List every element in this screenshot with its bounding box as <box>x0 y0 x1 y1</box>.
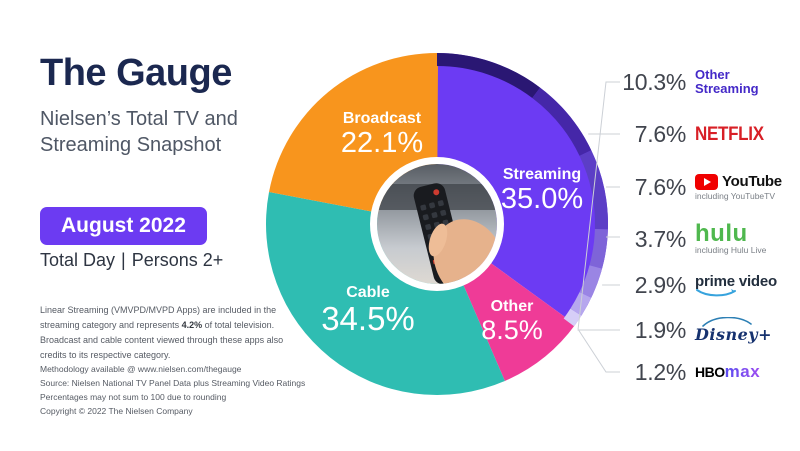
breakdown-row-other-streaming: 10.3% Other Streaming <box>612 65 771 99</box>
breakdown-row-youtube: 7.6% YouTube including YouTubeTV <box>612 170 782 204</box>
disney-plus-logo: Disney+ <box>695 324 772 344</box>
footer-rounding: Percentages may not sum to 100 due to ro… <box>40 392 227 402</box>
breakdown-row-hulu: 3.7% Hulu including Hulu Live <box>612 219 767 256</box>
note-text-post: of total television. Broadcast and cable… <box>40 320 284 360</box>
breakdown-row-prime-video: 2.9% Prime Video <box>612 268 777 302</box>
breakdown-row-disney-plus: 1.9% Disney+ <box>612 313 772 347</box>
netflix-logo: Netflix <box>695 122 764 145</box>
footer-methodology: Methodology available @ www.nielsen.com/… <box>40 364 242 374</box>
youtube-subnote: including YouTubeTV <box>695 191 776 201</box>
footer-source: Source: Nielsen National TV Panel Data p… <box>40 378 306 388</box>
breakdown-value: 2.9% <box>634 271 687 298</box>
subtitle-line-2: Streaming Snapshot <box>40 134 222 156</box>
breakdown-value: 3.7% <box>634 225 687 252</box>
prime-smile-icon <box>696 288 736 296</box>
page-subtitle: Nielsen’s Total TV and Streaming Snapsho… <box>40 106 238 158</box>
note-highlight: 4.2% <box>181 320 203 330</box>
breakdown-value: 1.9% <box>634 316 687 343</box>
youtube-play-icon <box>695 173 718 190</box>
scope-separator: | <box>121 250 126 270</box>
page-title: The Gauge <box>40 52 232 94</box>
breakdown-row-hbo-max: 1.2% HBO max <box>612 355 760 389</box>
max-logo: max <box>724 362 761 381</box>
scope-daypart: Total Day <box>40 250 116 270</box>
breakdown-row-netflix: 7.6% Netflix <box>612 117 764 151</box>
month-badge: August 2022 <box>40 207 207 245</box>
hulu-logo: Hulu <box>695 219 748 247</box>
hulu-subnote: including Hulu Live <box>695 244 767 255</box>
note-text-pre: Linear Streaming (VMVPD/MVPD Apps) are i… <box>40 305 277 330</box>
breakdown-value: 7.6% <box>634 173 687 200</box>
subtitle-line-1: Nielsen’s Total TV and <box>40 108 238 130</box>
prime-video-logo: Prime Video <box>695 272 777 290</box>
youtube-logo: YouTube <box>722 173 782 190</box>
breakdown-value: 10.3% <box>622 68 686 95</box>
footer-copyright: Copyright © 2022 The Nielsen Company <box>40 406 193 416</box>
breakdown-value: 1.2% <box>634 358 687 385</box>
disney-arc-icon <box>702 316 752 327</box>
scope-demo: Persons 2+ <box>131 250 224 270</box>
breakdown-value: 7.6% <box>634 120 687 147</box>
footer-block: Methodology available @ www.nielsen.com/… <box>40 362 340 418</box>
hbo-logo: HBO <box>695 364 725 380</box>
scope-line: Total Day | Persons 2+ <box>40 250 223 271</box>
methodology-note: Linear Streaming (VMVPD/MVPD Apps) are i… <box>40 303 294 363</box>
other-streaming-label: Other Streaming <box>695 67 759 96</box>
